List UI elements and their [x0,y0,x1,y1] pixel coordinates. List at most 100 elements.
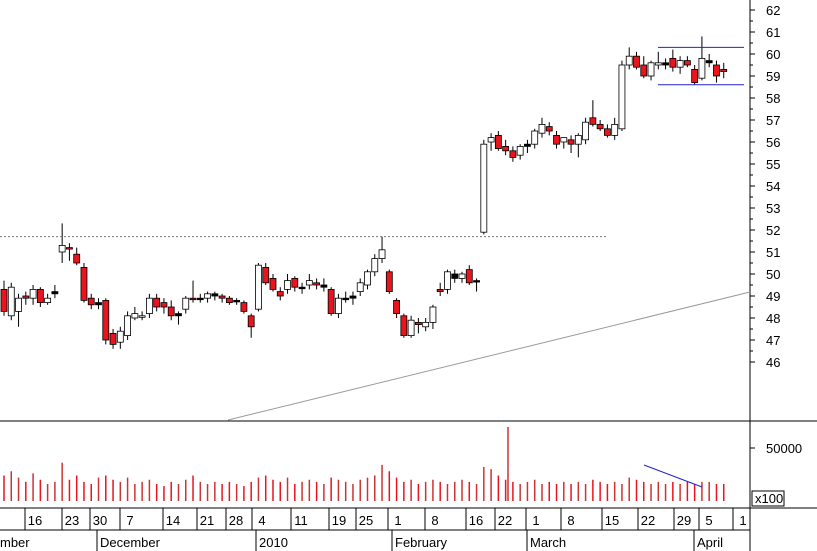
day-label: 1 [394,513,401,528]
candle-body [182,297,190,310]
candle-body [167,306,175,317]
candle-body [356,282,364,292]
candle-body [480,143,488,233]
candle-body [349,295,357,299]
candle-body [691,69,699,84]
candle-body [15,297,22,312]
volume-trend-line [643,464,703,488]
day-label: 8 [567,513,574,528]
candle-body [320,284,328,288]
month-label: February [395,535,448,550]
candle-body [22,295,30,299]
candle-body [276,291,284,297]
candle-body [720,69,728,73]
candle-body [385,271,393,292]
candle-body [458,273,466,279]
price-tick-label: 60 [766,47,780,62]
candle-body [574,134,582,145]
candle-body [131,313,139,319]
candle-body [80,266,88,301]
candle-body [247,315,255,328]
candle-body [364,271,371,286]
candle-body [160,302,168,308]
price-tick-label: 54 [766,179,780,194]
candle-body [73,253,81,264]
month-label: 2010 [259,535,288,550]
candle-body [516,145,524,156]
candle-body [87,297,95,306]
candle-body [138,315,146,318]
price-tick-label: 62 [766,3,780,18]
day-label: 14 [166,513,180,528]
price-tick-label: 57 [766,113,780,128]
candle-body [240,302,248,312]
price-tick-label: 52 [766,223,780,238]
candle-body [225,297,233,304]
candle-body [683,60,691,66]
price-tick-label: 61 [766,25,780,40]
candle-body [451,273,459,279]
candle-body [429,306,437,323]
price-tick-label: 58 [766,91,780,106]
candle-body [618,64,626,130]
candle-body [378,249,386,260]
candle-body [145,297,153,315]
candle-body [291,277,299,288]
candle-body [196,297,204,301]
price-tick-label: 50 [766,267,780,282]
candle-body [647,62,655,77]
day-label: 1 [532,513,539,528]
candle-body [175,313,182,317]
volume-tick-label: 50000 [766,441,802,456]
candle-body [625,55,633,66]
candle-body [189,297,197,301]
candle-body [407,319,415,337]
candle-body [153,297,161,308]
candle-body [698,58,706,79]
volume-multiplier-label: x100 [755,491,783,506]
day-label: 19 [332,513,346,528]
trend-line [227,291,751,421]
volume-multiplier-box [751,490,785,507]
price-tick-label: 56 [766,135,780,150]
candle-body [400,315,408,336]
day-label: 16 [28,513,42,528]
month-label: December [100,535,161,550]
candle-body [545,126,553,132]
candle-body [509,150,517,158]
candle-body [109,332,117,345]
candle-body [233,299,241,303]
candle-body [531,130,539,145]
candle-body [29,288,37,299]
day-label: 7 [126,513,133,528]
candle-body [393,299,400,314]
candle-body [335,297,342,315]
month-label: March [530,535,566,550]
price-tick-label: 46 [766,355,780,370]
candle-body [255,264,262,310]
candle-body [211,293,219,297]
candle-body [342,297,350,301]
candle-body [0,288,8,312]
candle-body [611,124,619,136]
day-label: 21 [200,513,214,528]
candle-body [218,295,226,299]
day-label: 29 [677,513,691,528]
candle-body [473,280,480,283]
candle-body [713,64,720,77]
price-axis: 46 47 48 49 50 51 52 53 54 55 56 57 58 59 60 61 62 50000 x… [750,3,802,507]
candle-body [604,128,611,136]
x-axis: 16 23 30 7 14 21 28 4 11 19 25 1 8 16 22 1 8 15 22 29 5 1 mber… [0,507,817,551]
price-tick-label: 49 [766,289,780,304]
price-tick-label: 51 [766,245,780,260]
candle-body [298,286,306,290]
day-label: 16 [469,513,483,528]
candle-body [538,124,546,134]
day-label: 22 [641,513,655,528]
candle-body [582,121,589,141]
candle-body [116,330,124,343]
candle-body [44,297,52,304]
candle-body [204,293,211,299]
